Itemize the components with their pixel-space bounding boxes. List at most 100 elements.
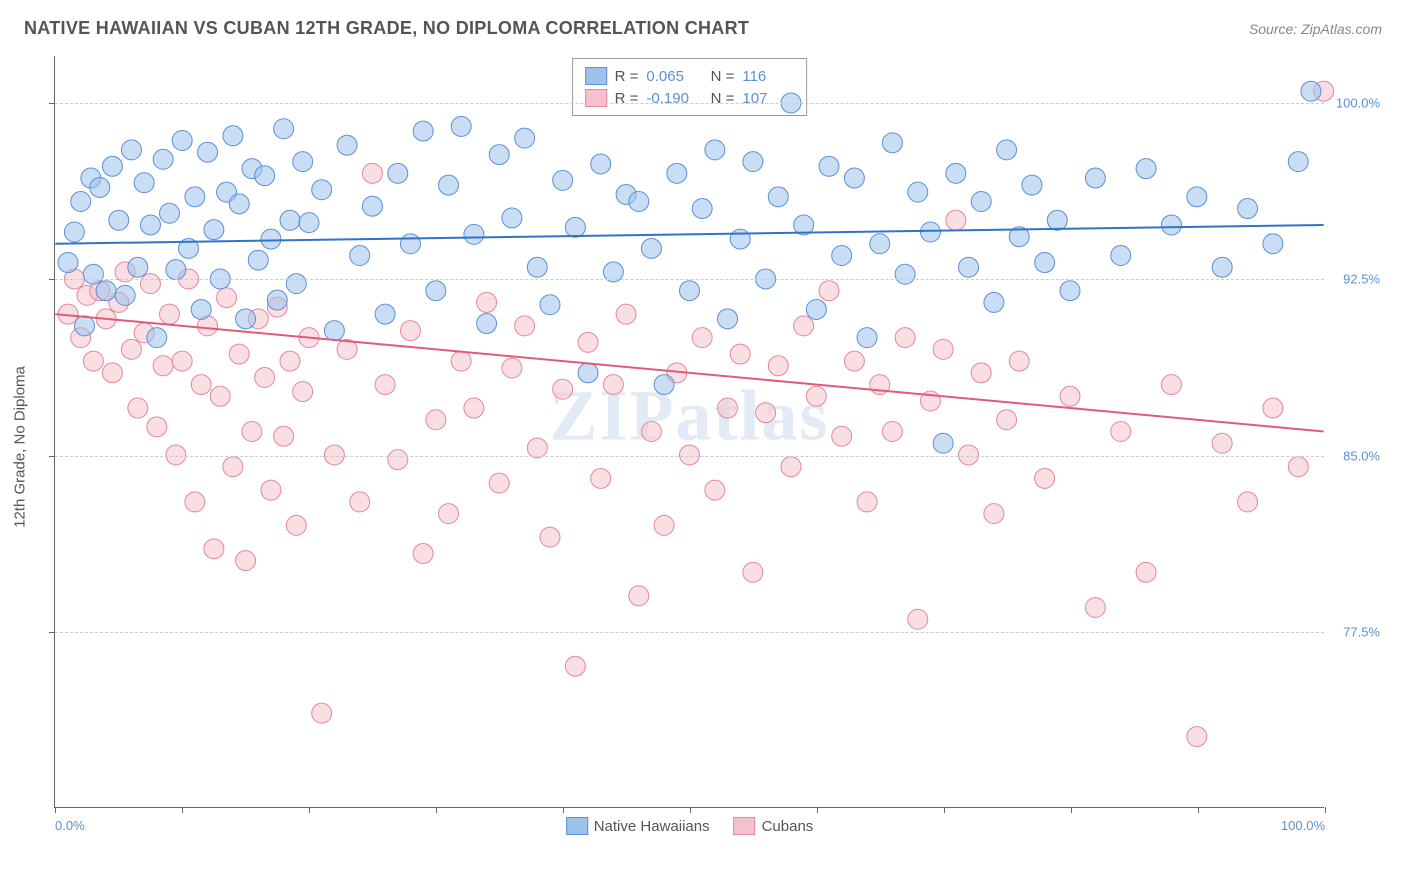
data-point — [90, 177, 110, 197]
data-point — [515, 128, 535, 148]
data-point — [350, 245, 370, 265]
data-point — [242, 422, 262, 442]
data-point — [553, 379, 573, 399]
data-point — [578, 332, 598, 352]
data-point — [185, 492, 205, 512]
data-point — [274, 426, 294, 446]
data-point — [134, 173, 154, 193]
data-point — [255, 368, 275, 388]
data-point — [293, 152, 313, 172]
data-point — [426, 281, 446, 301]
data-point — [971, 363, 991, 383]
data-point — [153, 356, 173, 376]
data-point — [451, 116, 471, 136]
data-point — [1136, 562, 1156, 582]
data-point — [908, 609, 928, 629]
swatch-cubans — [734, 817, 756, 835]
chart-container: 12th Grade, No Diploma ZIPatlas R = 0.06… — [54, 56, 1384, 838]
data-point — [857, 328, 877, 348]
data-point — [248, 250, 268, 270]
data-point — [426, 410, 446, 430]
data-point — [502, 208, 522, 228]
data-point — [1060, 386, 1080, 406]
data-point — [959, 257, 979, 277]
data-point — [400, 234, 420, 254]
data-point — [147, 417, 167, 437]
y-tick — [49, 279, 55, 280]
x-tick — [817, 807, 818, 813]
legend-item-hawaiians: Native Hawaiians — [566, 817, 710, 835]
x-tick — [690, 807, 691, 813]
data-point — [147, 328, 167, 348]
data-point — [128, 398, 148, 418]
data-point — [565, 656, 585, 676]
gridline — [55, 456, 1324, 457]
data-point — [286, 274, 306, 294]
data-point — [280, 210, 300, 230]
data-point — [1212, 433, 1232, 453]
data-point — [160, 203, 180, 223]
data-point — [337, 135, 357, 155]
data-point — [768, 187, 788, 207]
data-point — [718, 398, 738, 418]
data-point — [185, 187, 205, 207]
data-point — [1263, 398, 1283, 418]
y-tick-label: 92.5% — [1330, 272, 1380, 287]
source-label: Source: ZipAtlas.com — [1249, 21, 1382, 37]
data-point — [1035, 253, 1055, 273]
legend-label-hawaiians: Native Hawaiians — [594, 818, 710, 835]
data-point — [844, 351, 864, 371]
y-tick — [49, 456, 55, 457]
data-point — [299, 213, 319, 233]
data-point — [1161, 375, 1181, 395]
data-point — [223, 457, 243, 477]
data-point — [1187, 187, 1207, 207]
data-point — [172, 131, 192, 151]
data-point — [375, 304, 395, 324]
data-point — [895, 328, 915, 348]
data-point — [312, 703, 332, 723]
data-point — [933, 339, 953, 359]
data-point — [115, 285, 135, 305]
data-point — [1111, 422, 1131, 442]
data-point — [794, 316, 814, 336]
data-point — [870, 234, 890, 254]
data-point — [1238, 492, 1258, 512]
data-point — [324, 321, 344, 341]
data-point — [166, 260, 186, 280]
data-point — [1212, 257, 1232, 277]
data-point — [882, 133, 902, 153]
gridline — [55, 632, 1324, 633]
data-point — [140, 274, 160, 294]
data-point — [439, 175, 459, 195]
data-point — [844, 168, 864, 188]
data-point — [565, 217, 585, 237]
data-point — [140, 215, 160, 235]
x-tick — [309, 807, 310, 813]
data-point — [832, 426, 852, 446]
data-point — [819, 156, 839, 176]
data-point — [578, 363, 598, 383]
x-tick — [1325, 807, 1326, 813]
data-point — [102, 156, 122, 176]
data-point — [920, 222, 940, 242]
data-point — [223, 126, 243, 146]
data-point — [629, 192, 649, 212]
data-point — [255, 166, 275, 186]
data-point — [781, 457, 801, 477]
data-point — [616, 304, 636, 324]
data-point — [1035, 468, 1055, 488]
data-point — [293, 382, 313, 402]
data-point — [388, 163, 408, 183]
gridline — [55, 279, 1324, 280]
data-point — [451, 351, 471, 371]
data-point — [477, 314, 497, 334]
data-point — [388, 450, 408, 470]
data-point — [210, 386, 230, 406]
data-point — [267, 290, 287, 310]
data-point — [121, 140, 141, 160]
data-point — [718, 309, 738, 329]
data-point — [1288, 457, 1308, 477]
data-point — [204, 220, 224, 240]
data-point — [553, 170, 573, 190]
